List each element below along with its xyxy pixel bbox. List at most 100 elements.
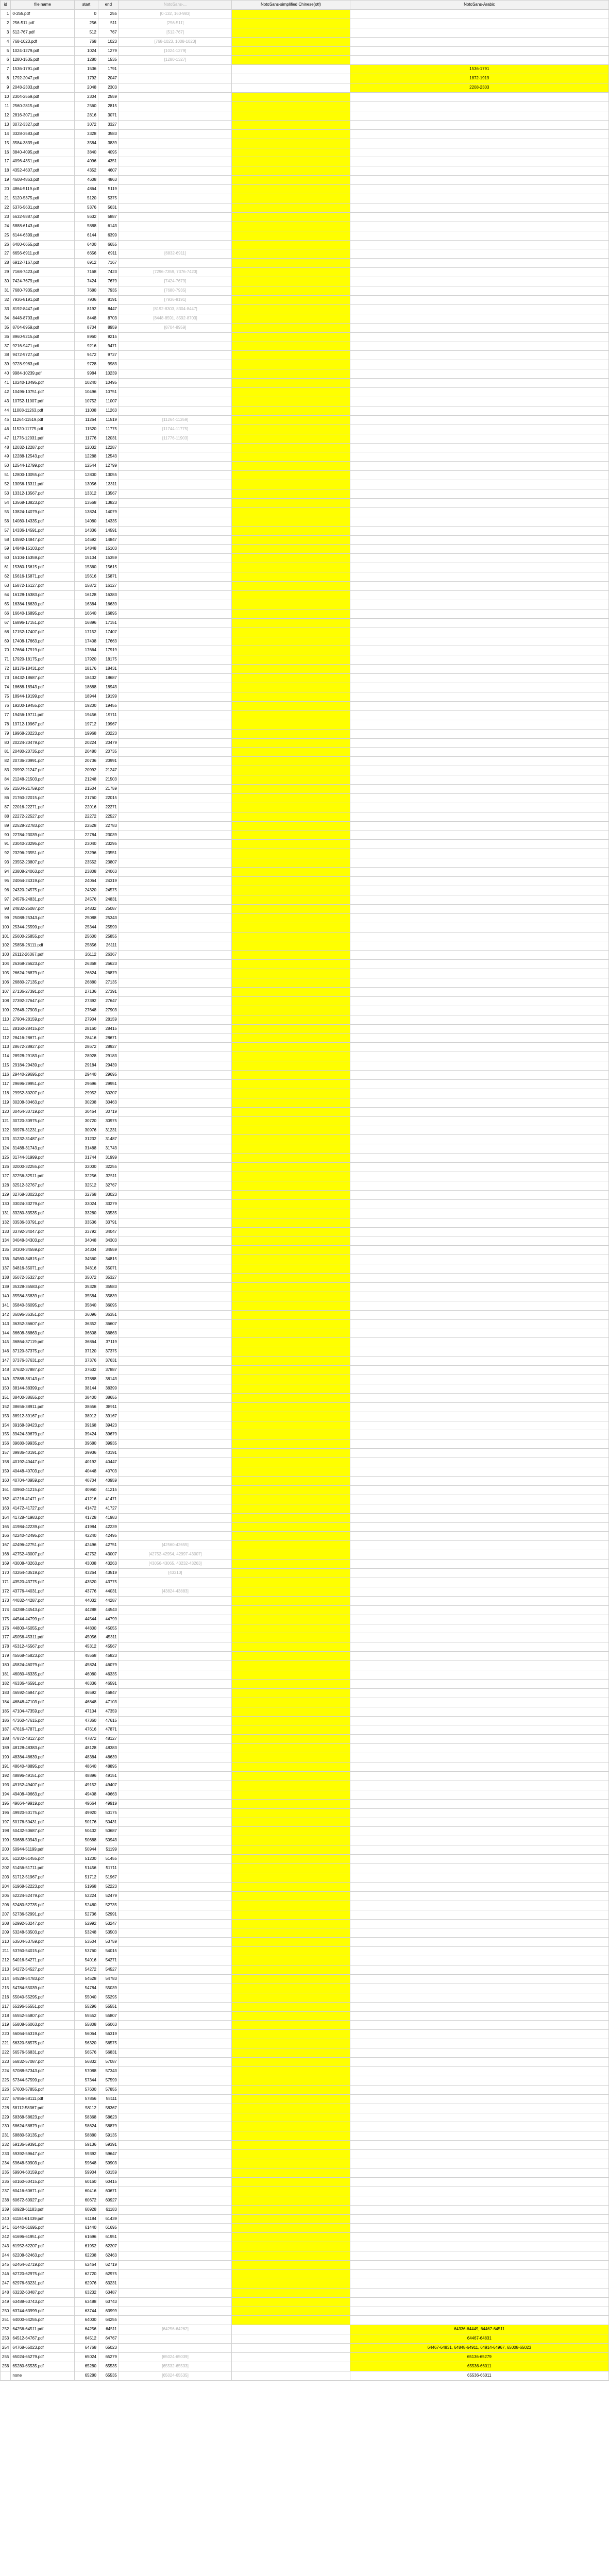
cell-id[interactable]: 125	[0, 1153, 11, 1163]
cell-arabic[interactable]	[349, 101, 609, 111]
cell-id[interactable]: 162	[0, 1494, 11, 1504]
cell-simplified-chinese[interactable]	[231, 1153, 350, 1163]
cell-file-name[interactable]: 65280-65535.pdf	[10, 2362, 75, 2371]
cell-simplified-chinese[interactable]	[231, 2159, 350, 2168]
cell-simplified-chinese[interactable]	[231, 1402, 350, 1412]
cell-file-name[interactable]: 18688-18943.pdf	[10, 683, 75, 692]
cell-simplified-chinese[interactable]	[231, 1614, 350, 1624]
cell-end[interactable]: 54271	[97, 1956, 119, 1966]
cell-end[interactable]: 53759	[97, 1937, 119, 1947]
cell-file-name[interactable]: 52224-52479.pdf	[10, 1891, 75, 1901]
cell-file-name[interactable]: 7424-7679.pdf	[10, 277, 75, 287]
cell-file-name[interactable]: 12544-12799.pdf	[10, 461, 75, 471]
cell-arabic[interactable]	[349, 1872, 609, 1883]
cell-arabic[interactable]	[349, 849, 609, 859]
cell-start[interactable]: 37376	[74, 1356, 98, 1366]
cell-end[interactable]: 10751	[97, 387, 119, 397]
cell-simplified-chinese[interactable]	[231, 821, 350, 831]
cell-simplified-chinese[interactable]	[231, 581, 350, 591]
cell-start[interactable]: 42240	[74, 1531, 98, 1541]
cell-id[interactable]: 230	[0, 2122, 11, 2132]
cell-file-name[interactable]: 46336-46591.pdf	[10, 1679, 75, 1689]
cell-file-name[interactable]: 11264-11519.pdf	[10, 415, 75, 425]
cell-devanagari[interactable]	[118, 1716, 232, 1726]
cell-file-name[interactable]: 52480-52735.pdf	[10, 1900, 75, 1910]
cell-arabic[interactable]	[349, 1596, 609, 1606]
cell-end[interactable]: 60927	[97, 2195, 119, 2206]
cell-id[interactable]: 161	[0, 1485, 11, 1495]
cell-file-name[interactable]: 2816-3071.pdf	[10, 110, 75, 121]
cell-file-name[interactable]: 14336-14591.pdf	[10, 526, 75, 536]
cell-start[interactable]: 34048	[74, 1236, 98, 1246]
cell-id[interactable]: 168	[0, 1550, 11, 1560]
cell-arabic[interactable]	[349, 1485, 609, 1495]
cell-start[interactable]: 53504	[74, 1937, 98, 1947]
cell-devanagari[interactable]	[118, 396, 232, 406]
cell-file-name[interactable]: 62208-62463.pdf	[10, 2251, 75, 2261]
cell-file-name[interactable]: 25600-25855.pdf	[10, 931, 75, 942]
cell-arabic[interactable]	[349, 332, 609, 342]
cell-start[interactable]: 59904	[74, 2167, 98, 2178]
cell-simplified-chinese[interactable]	[231, 959, 350, 970]
cell-file-name[interactable]: 10752-11007.pdf	[10, 396, 75, 406]
cell-end[interactable]: 63743	[97, 2297, 119, 2307]
cell-id[interactable]: 48	[0, 443, 11, 453]
cell-id[interactable]: 2	[0, 18, 11, 28]
cell-id[interactable]: 192	[0, 1771, 11, 1781]
cell-file-name[interactable]: 43008-43263.pdf	[10, 1559, 75, 1569]
cell-arabic[interactable]	[349, 1559, 609, 1569]
cell-end[interactable]: 15359	[97, 553, 119, 564]
cell-id[interactable]: 32	[0, 295, 11, 305]
cell-simplified-chinese[interactable]	[231, 1900, 350, 1910]
cell-file-name[interactable]: 1536-1791.pdf	[10, 64, 75, 75]
cell-devanagari[interactable]	[118, 1946, 232, 1957]
cell-id[interactable]: 226	[0, 2084, 11, 2095]
cell-end[interactable]: 19199	[97, 691, 119, 702]
cell-end[interactable]: 61439	[97, 2214, 119, 2224]
cell-start[interactable]: 54272	[74, 1965, 98, 1975]
cell-devanagari[interactable]	[118, 184, 232, 195]
cell-id[interactable]: 89	[0, 821, 11, 831]
cell-arabic[interactable]: 65136-65279	[349, 2352, 609, 2362]
cell-arabic[interactable]	[349, 2306, 609, 2316]
cell-id[interactable]: 69	[0, 636, 11, 647]
cell-simplified-chinese[interactable]	[231, 1503, 350, 1514]
cell-devanagari[interactable]	[118, 1430, 232, 1440]
cell-end[interactable]: 62207	[97, 2242, 119, 2252]
cell-file-name[interactable]: 16384-16639.pdf	[10, 599, 75, 609]
cell-id[interactable]: 179	[0, 1651, 11, 1662]
cell-arabic[interactable]	[349, 1992, 609, 2003]
cell-start[interactable]: 7424	[74, 277, 98, 287]
cell-simplified-chinese[interactable]	[231, 1411, 350, 1421]
cell-id[interactable]: 100	[0, 922, 11, 933]
cell-id[interactable]: 194	[0, 1789, 11, 1800]
cell-arabic[interactable]: 2208-2303	[349, 83, 609, 93]
cell-start[interactable]: 9216	[74, 341, 98, 351]
cell-start[interactable]: 25088	[74, 913, 98, 923]
cell-file-name[interactable]: 17408-17663.pdf	[10, 636, 75, 647]
cell-simplified-chinese[interactable]	[231, 2140, 350, 2150]
cell-end[interactable]: 57599	[97, 2075, 119, 2086]
cell-start[interactable]: 25856	[74, 941, 98, 951]
cell-start[interactable]: 4352	[74, 166, 98, 176]
cell-devanagari[interactable]	[118, 1513, 232, 1523]
cell-arabic[interactable]	[349, 1337, 609, 1348]
cell-devanagari[interactable]	[118, 443, 232, 453]
cell-id[interactable]: 160	[0, 1476, 11, 1486]
cell-end[interactable]: 9983	[97, 360, 119, 370]
cell-arabic[interactable]	[349, 277, 609, 287]
cell-file-name[interactable]: 48384-48639.pdf	[10, 1753, 75, 1763]
cell-simplified-chinese[interactable]	[231, 1347, 350, 1357]
cell-devanagari[interactable]	[118, 1300, 232, 1311]
cell-simplified-chinese[interactable]	[231, 461, 350, 471]
cell-devanagari[interactable]	[118, 350, 232, 361]
cell-file-name[interactable]: 20224-20479.pdf	[10, 738, 75, 748]
cell-file-name[interactable]: 60672-60927.pdf	[10, 2195, 75, 2206]
cell-id[interactable]: 43	[0, 396, 11, 406]
cell-simplified-chinese[interactable]	[231, 516, 350, 527]
cell-start[interactable]: 44032	[74, 1596, 98, 1606]
cell-simplified-chinese[interactable]	[231, 1144, 350, 1154]
cell-end[interactable]: 15871	[97, 572, 119, 582]
cell-id[interactable]: 218	[0, 2011, 11, 2021]
cell-start[interactable]: 22528	[74, 821, 98, 831]
